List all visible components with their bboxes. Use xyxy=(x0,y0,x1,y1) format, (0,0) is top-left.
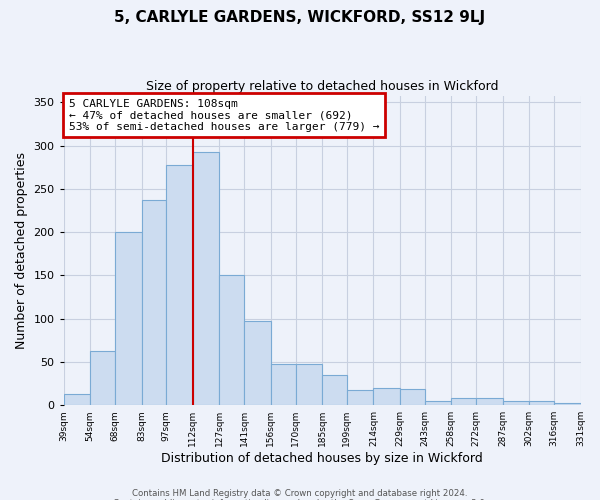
Bar xyxy=(554,404,581,405)
Bar xyxy=(425,401,451,405)
Bar xyxy=(503,401,529,405)
Y-axis label: Number of detached properties: Number of detached properties xyxy=(15,152,28,349)
Bar xyxy=(271,364,296,405)
Text: Contains public sector information licensed under the Open Government Licence v3: Contains public sector information licen… xyxy=(113,498,487,500)
Bar xyxy=(373,388,400,405)
Bar xyxy=(322,375,347,405)
Text: 5, CARLYLE GARDENS, WICKFORD, SS12 9LJ: 5, CARLYLE GARDENS, WICKFORD, SS12 9LJ xyxy=(115,10,485,25)
Bar xyxy=(476,398,503,405)
Bar xyxy=(166,165,193,405)
Bar xyxy=(64,394,90,405)
Text: 5 CARLYLE GARDENS: 108sqm
← 47% of detached houses are smaller (692)
53% of semi: 5 CARLYLE GARDENS: 108sqm ← 47% of detac… xyxy=(69,98,379,132)
Text: Contains HM Land Registry data © Crown copyright and database right 2024.: Contains HM Land Registry data © Crown c… xyxy=(132,488,468,498)
Bar xyxy=(90,350,115,405)
Bar xyxy=(451,398,476,405)
Bar xyxy=(220,276,244,405)
Bar xyxy=(347,390,373,405)
Bar xyxy=(142,200,166,405)
X-axis label: Distribution of detached houses by size in Wickford: Distribution of detached houses by size … xyxy=(161,452,483,465)
Bar xyxy=(529,401,554,405)
Bar xyxy=(115,232,142,405)
Bar xyxy=(400,389,425,405)
Bar xyxy=(244,322,271,405)
Bar xyxy=(296,364,322,405)
Title: Size of property relative to detached houses in Wickford: Size of property relative to detached ho… xyxy=(146,80,499,93)
Bar xyxy=(193,152,220,405)
